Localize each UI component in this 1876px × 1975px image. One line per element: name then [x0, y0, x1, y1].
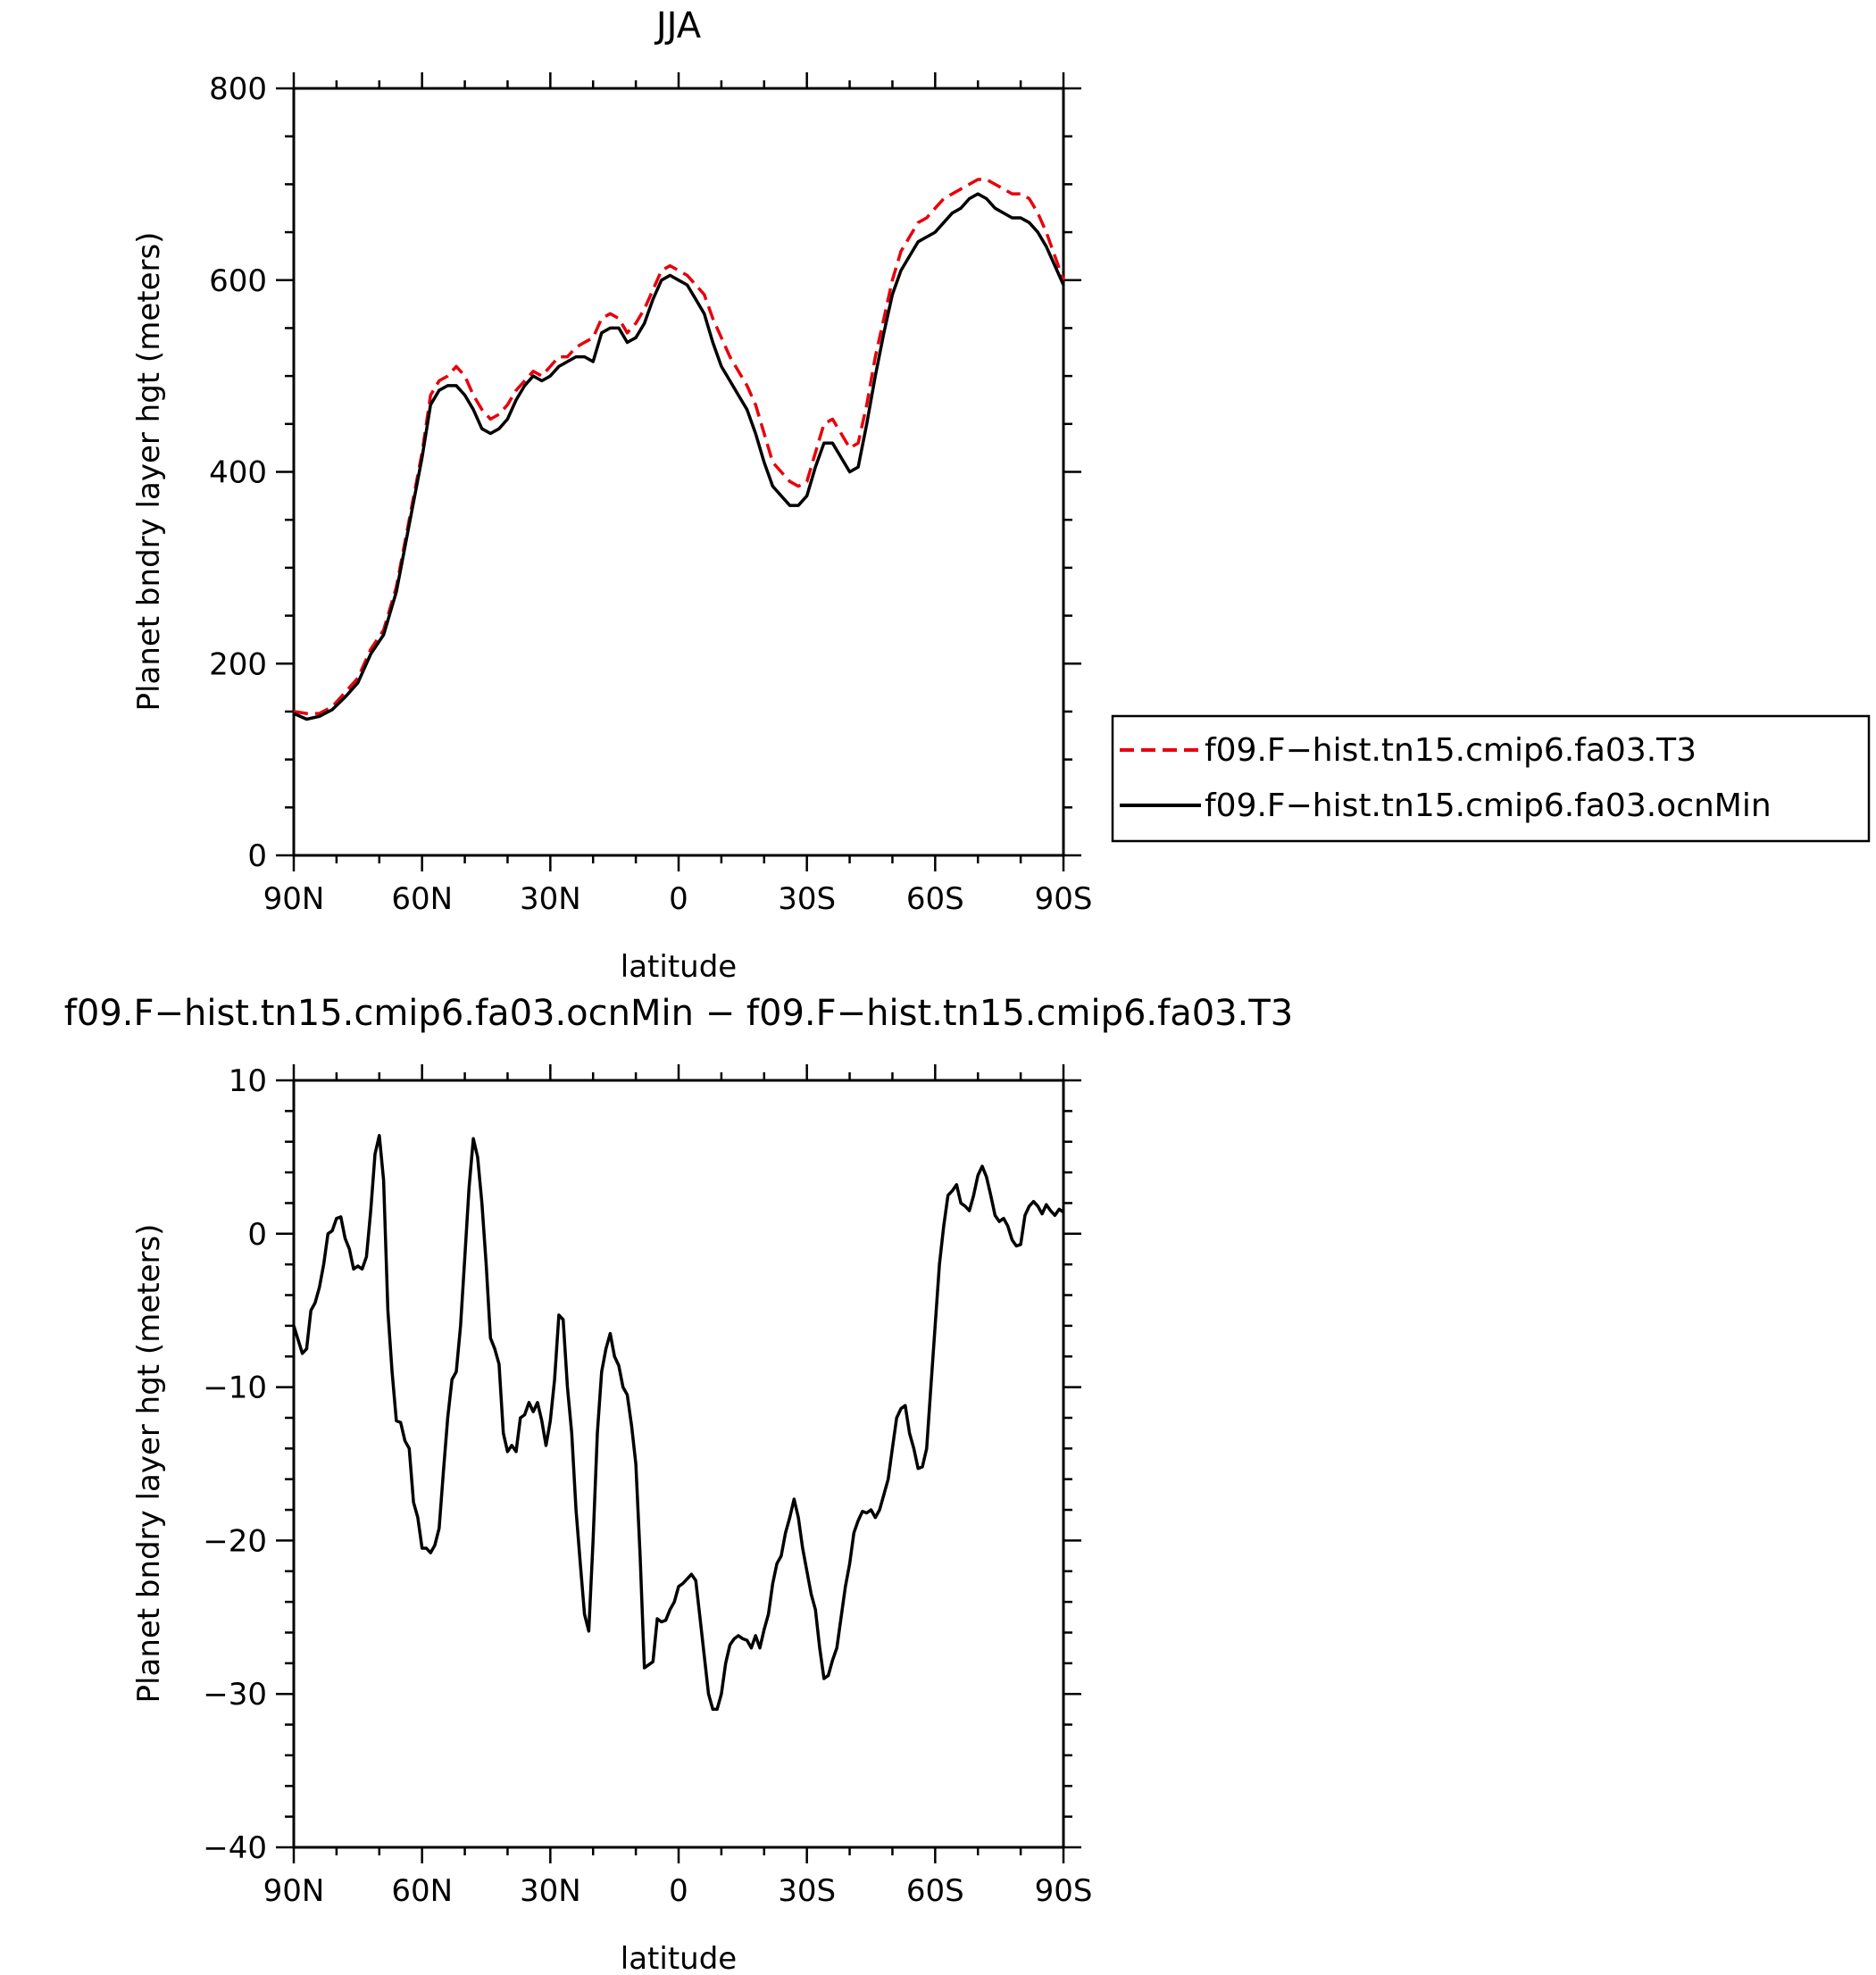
series-line-0-1 [293, 192, 1065, 721]
x-tick-label: 60N [391, 881, 453, 917]
x-tick-label: 60N [391, 1873, 453, 1909]
y-tick-label: −30 [203, 1677, 267, 1712]
y-tick-label: 0 [247, 838, 267, 874]
x-tick-label: 0 [669, 1873, 688, 1909]
y-tick-label: 200 [209, 646, 267, 682]
legend-box [1111, 714, 1871, 843]
y-tick-label: 800 [209, 71, 267, 107]
bottom-x-axis-title: latitude [621, 1941, 737, 1975]
y-tick-label: 0 [247, 1217, 267, 1253]
x-tick-label: 60S [906, 881, 964, 917]
x-tick-label: 90N [263, 1873, 325, 1909]
x-tick-label: 30S [778, 881, 836, 917]
legend: f09.F−hist.tn15.cmip6.fa03.T3 f09.F−hist… [1111, 714, 1871, 843]
bottom-axis-ticks: 90N 60N 30N 0 30S 60S 90S 10 0 −10 −20 −30 −40 [203, 1063, 1092, 1909]
legend-label-t3: f09.F−hist.tn15.cmip6.fa03.T3 [1205, 732, 1697, 769]
y-tick-label: 10 [229, 1063, 267, 1099]
x-tick-label: 0 [669, 881, 688, 917]
bottom-y-axis-title: Planet bndry layer hgt (meters) [131, 1224, 167, 1704]
x-tick-label: 90N [263, 881, 325, 917]
x-tick-label: 90S [1035, 881, 1093, 917]
y-tick-label: 600 [209, 263, 267, 299]
top-axis-ticks: 90N 60N 30N 0 30S 60S 90S 0 200 400 600 800 [209, 71, 1092, 917]
top-x-axis-title: latitude [621, 949, 737, 985]
bottom-panel-title: f09.F−hist.tn15.cmip6.fa03.ocnMin − f09.… [64, 993, 1293, 1034]
series-line-1-0 [292, 1134, 1065, 1712]
top-plot-frame [292, 87, 1065, 857]
x-tick-label: 30S [778, 1873, 836, 1909]
y-tick-label: 400 [209, 455, 267, 491]
top-panel: JJA 90N 60N 30N 0 30S 60S 90S 0 200 400 600 800 lat… [131, 5, 1092, 985]
y-tick-label: −40 [203, 1830, 267, 1866]
bottom-panel: f09.F−hist.tn15.cmip6.fa03.ocnMin − f09.… [64, 993, 1293, 1975]
y-tick-label: −10 [203, 1371, 267, 1406]
top-y-axis-title: Planet bndry layer hgt (meters) [131, 232, 167, 712]
bottom-series-group [292, 1134, 1065, 1712]
x-tick-label: 90S [1035, 1873, 1093, 1909]
y-tick-label: −20 [203, 1523, 267, 1559]
top-series-group [293, 178, 1065, 721]
x-tick-label: 30N [520, 881, 581, 917]
x-tick-label: 30N [520, 1873, 581, 1909]
top-panel-title: JJA [654, 5, 702, 46]
x-tick-label: 60S [906, 1873, 964, 1909]
series-line-0-0 [293, 178, 1065, 715]
legend-label-ocnmin: f09.F−hist.tn15.cmip6.fa03.ocnMin [1205, 788, 1772, 824]
